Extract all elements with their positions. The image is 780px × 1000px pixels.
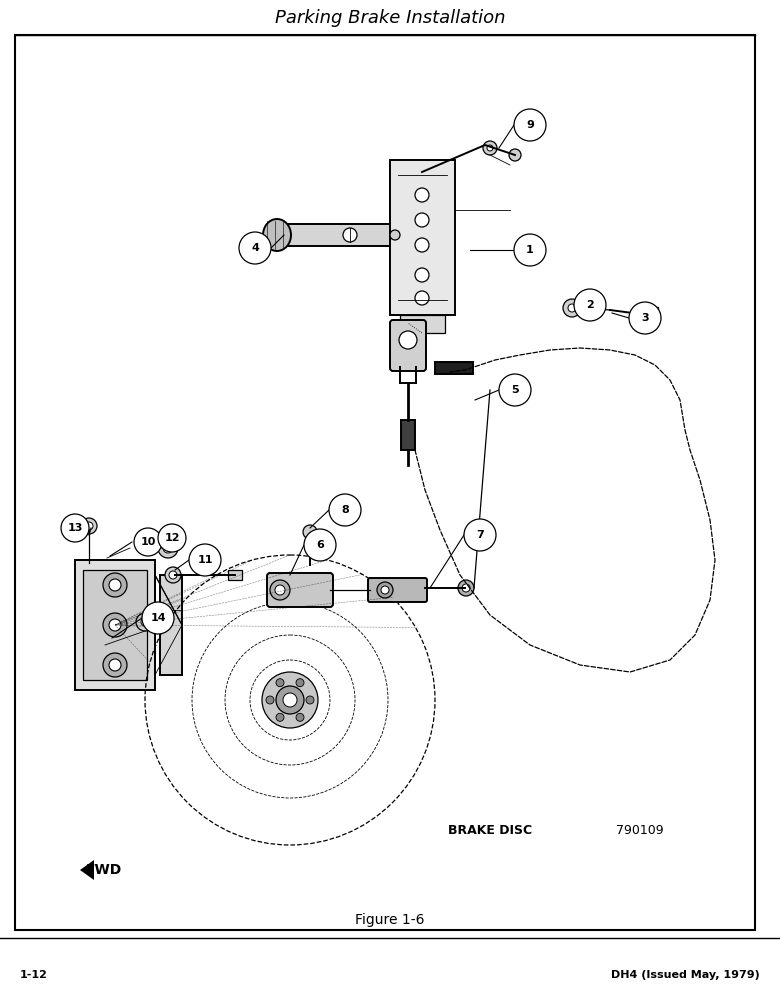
Text: 13: 13 [67,523,83,533]
Circle shape [163,543,173,553]
Circle shape [415,268,429,282]
Circle shape [514,109,546,141]
Circle shape [509,149,521,161]
Text: 7: 7 [476,530,484,540]
Circle shape [266,696,274,704]
Circle shape [458,580,474,596]
Circle shape [81,518,97,534]
Bar [435,362,473,374]
Text: Figure 1-6: Figure 1-6 [355,913,425,927]
Circle shape [415,291,429,305]
Circle shape [158,524,186,552]
Circle shape [262,672,318,728]
Text: BRAKE DISC: BRAKE DISC [448,824,532,836]
Circle shape [158,538,178,558]
Circle shape [629,302,661,334]
Text: Parking Brake Installation: Parking Brake Installation [275,9,505,27]
Circle shape [283,693,297,707]
Circle shape [275,585,285,595]
Text: 6: 6 [316,540,324,550]
Circle shape [377,582,393,598]
Text: 4: 4 [251,243,259,253]
Circle shape [329,494,361,526]
Circle shape [276,686,304,714]
Circle shape [85,522,93,530]
Ellipse shape [263,219,291,251]
Circle shape [103,653,127,677]
Bar [638,307,658,319]
Circle shape [134,528,162,556]
Circle shape [103,573,127,597]
Circle shape [415,188,429,202]
FancyBboxPatch shape [390,320,426,371]
Text: 2: 2 [586,300,594,310]
FancyBboxPatch shape [368,578,427,602]
Text: 3: 3 [641,313,649,323]
Text: 9: 9 [526,120,534,130]
Circle shape [462,584,470,592]
Bar [390,160,455,315]
Circle shape [514,234,546,266]
Bar [401,420,415,450]
Circle shape [109,659,121,671]
Circle shape [464,519,496,551]
Circle shape [103,613,127,637]
Circle shape [296,679,304,687]
Text: 8: 8 [341,505,349,515]
Text: 12: 12 [165,533,179,543]
Circle shape [343,228,357,242]
Circle shape [415,238,429,252]
Bar [228,570,242,580]
Circle shape [169,571,177,579]
Circle shape [276,679,284,687]
Circle shape [239,232,271,264]
Bar [160,575,182,675]
Bar [400,315,445,333]
Text: 5: 5 [511,385,519,395]
Circle shape [296,713,304,721]
Text: 10: 10 [140,537,156,547]
Circle shape [304,529,336,561]
Text: 14: 14 [151,613,166,623]
Text: 11: 11 [197,555,213,565]
FancyBboxPatch shape [267,573,333,607]
Circle shape [487,145,493,151]
Circle shape [568,304,576,312]
Circle shape [574,289,606,321]
Circle shape [142,602,174,634]
Circle shape [303,525,317,539]
Circle shape [399,331,417,349]
Circle shape [189,544,221,576]
Bar [285,224,390,246]
Circle shape [276,713,284,721]
Text: 1-12: 1-12 [20,970,48,980]
Bar [75,560,155,690]
Circle shape [136,613,154,631]
Circle shape [165,567,181,583]
Circle shape [483,141,497,155]
Circle shape [499,374,531,406]
Circle shape [381,586,389,594]
Polygon shape [80,860,94,880]
Text: FWD: FWD [86,863,122,877]
Circle shape [109,579,121,591]
Circle shape [563,299,581,317]
Circle shape [141,618,149,626]
Circle shape [390,230,400,240]
Bar [15,35,755,930]
Text: 1: 1 [526,245,534,255]
Text: 790109: 790109 [616,824,664,836]
Circle shape [270,580,290,600]
Circle shape [415,213,429,227]
Circle shape [61,514,89,542]
Bar [83,570,147,680]
Text: DH4 (Issued May, 1979): DH4 (Issued May, 1979) [612,970,760,980]
Circle shape [109,619,121,631]
Circle shape [306,696,314,704]
